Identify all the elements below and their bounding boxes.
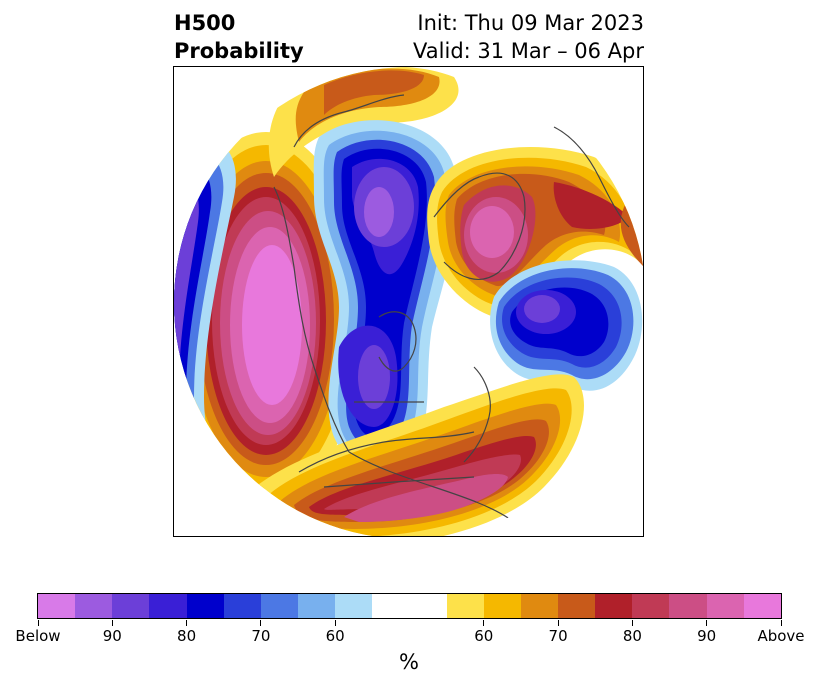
colorbar-above-segment xyxy=(483,594,521,618)
colorbar-above-segment xyxy=(520,594,558,618)
anomaly-atlantic-below xyxy=(490,260,643,391)
colorbar-tick-label: 70 xyxy=(251,627,271,645)
init-date: Init: Thu 09 Mar 2023 xyxy=(417,11,644,35)
probability-map xyxy=(173,66,644,537)
colorbar-tick xyxy=(557,620,559,626)
colorbar-tick xyxy=(483,620,485,626)
colorbar-below-segment xyxy=(112,594,150,618)
colorbar xyxy=(37,593,782,619)
anomaly-eastern-us-above xyxy=(244,374,584,536)
colorbar-above-segment xyxy=(743,594,781,618)
colorbar-tick-label: 80 xyxy=(177,627,197,645)
colorbar-below-segment xyxy=(149,594,187,618)
valid-range: Valid: 31 Mar – 06 Apr xyxy=(413,39,644,63)
colorbar-tick-label: 90 xyxy=(102,627,122,645)
colorbar-tick xyxy=(334,620,336,626)
colorbar-tick-label: Below xyxy=(15,627,61,645)
colorbar-below-segment xyxy=(186,594,224,618)
colorbar-below-segment xyxy=(260,594,298,618)
colorbar-unit: % xyxy=(399,650,419,674)
colorbar-below-segment xyxy=(335,594,373,618)
colorbar-tick xyxy=(186,620,188,626)
coastlines xyxy=(273,94,630,523)
colorbar-tick xyxy=(37,620,39,626)
colorbar-below-segment xyxy=(297,594,336,618)
colorbar-tick-label: 90 xyxy=(697,627,717,645)
title-quantity: Probability xyxy=(174,39,304,63)
colorbar-tick xyxy=(260,620,262,626)
title-variable: H500 xyxy=(174,11,236,35)
colorbar-below-segment xyxy=(223,594,261,618)
colorbar-above-segment xyxy=(595,594,633,618)
colorbar-tick-label: 60 xyxy=(325,627,345,645)
colorbar-tick-label: 60 xyxy=(474,627,494,645)
anomaly-canada-below xyxy=(313,120,457,472)
colorbar-above-segment xyxy=(706,594,744,618)
map-canvas xyxy=(174,67,643,536)
colorbar-tick xyxy=(706,620,708,626)
colorbar-above-segment xyxy=(632,594,670,618)
colorbar-above-segment xyxy=(557,594,596,618)
colorbar-below-segment xyxy=(75,594,113,618)
colorbar-tick-label: 70 xyxy=(548,627,568,645)
title-left: H500 Probability xyxy=(174,9,304,65)
colorbar-tick xyxy=(780,620,782,626)
colorbar-tick-label: Above xyxy=(757,627,805,645)
colorbar-above-segment xyxy=(446,594,484,618)
colorbar-above-segment xyxy=(669,594,707,618)
colorbar-tick xyxy=(111,620,113,626)
title-right: Init: Thu 09 Mar 2023 Valid: 31 Mar – 06… xyxy=(413,9,644,65)
colorbar-neutral-segment xyxy=(372,594,447,618)
colorbar-tick-label: 80 xyxy=(622,627,642,645)
colorbar-below-segment xyxy=(38,594,76,618)
colorbar-tick xyxy=(631,620,633,626)
anomaly-greenland-above xyxy=(427,147,643,319)
